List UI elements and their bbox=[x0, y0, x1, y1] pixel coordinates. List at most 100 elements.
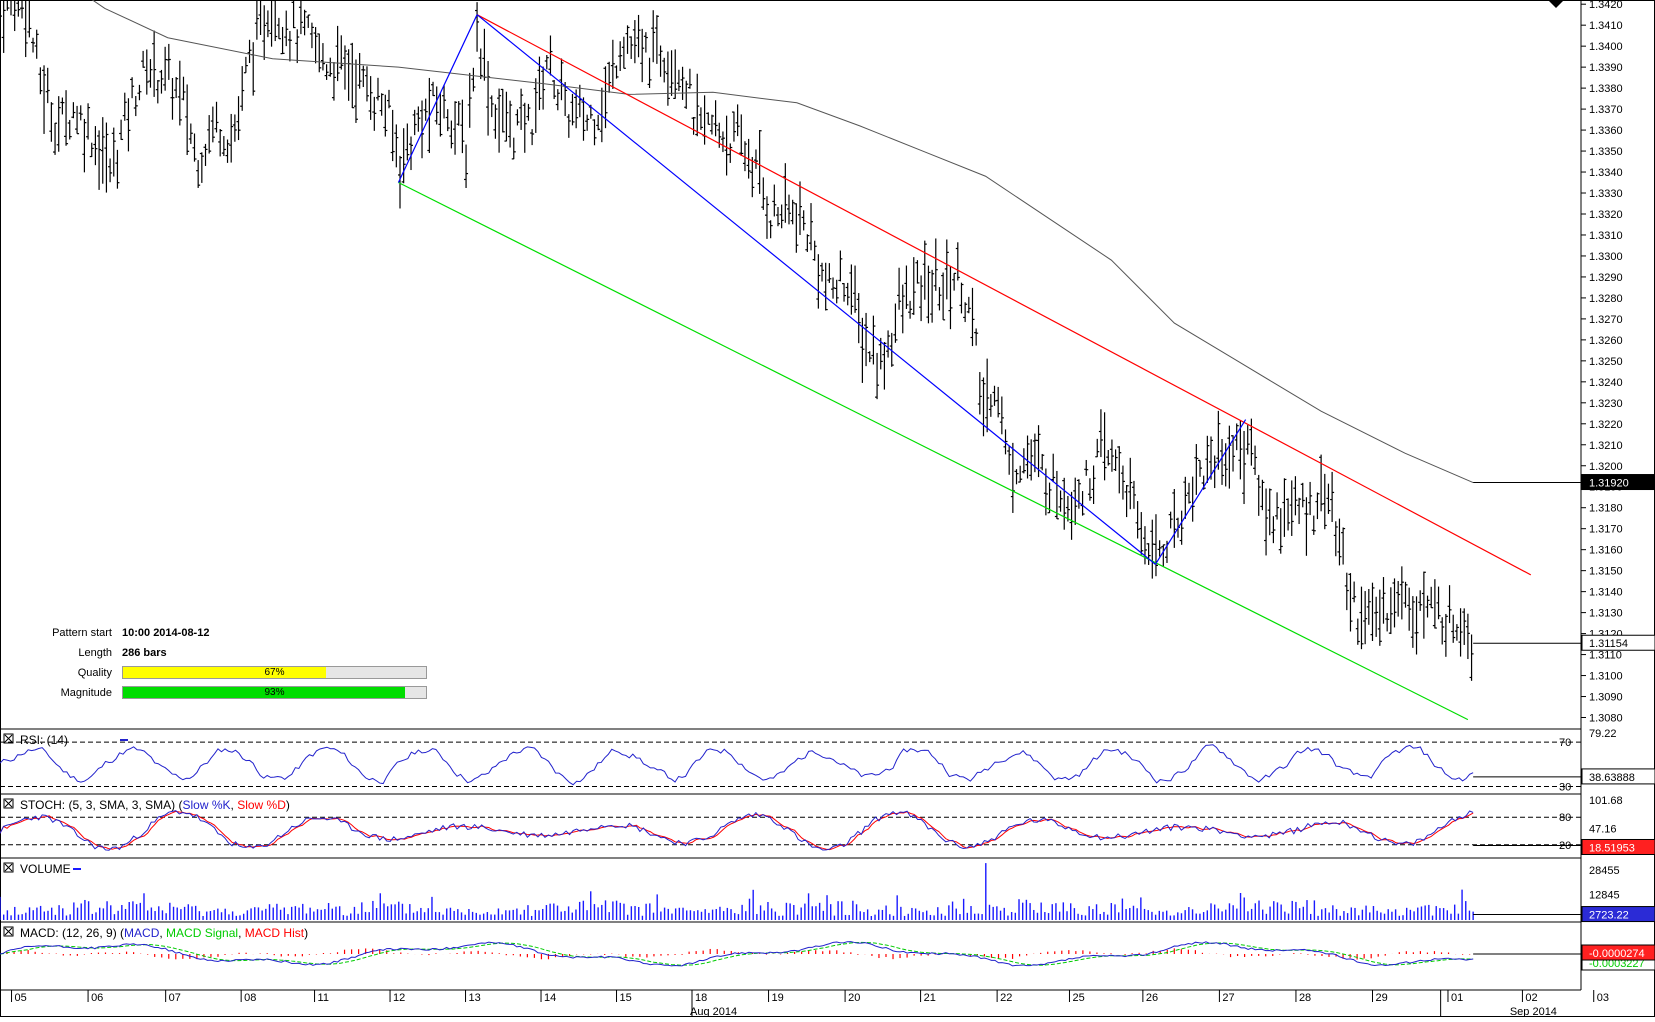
ohlc-bar bbox=[555, 89, 560, 111]
ohlc-bar bbox=[350, 42, 355, 109]
ohlc-bar bbox=[684, 80, 689, 109]
stoch-value-box: 18.51953 bbox=[1581, 838, 1655, 855]
ohlc-bar bbox=[298, 0, 303, 35]
ohlc-bar bbox=[640, 28, 645, 83]
ohlc-bar bbox=[100, 117, 105, 184]
ohlc-bar bbox=[1146, 543, 1151, 565]
rsi-value-bg bbox=[1581, 768, 1655, 785]
ohlc-bar bbox=[1124, 484, 1129, 518]
ohlc-bar bbox=[1443, 613, 1448, 657]
ohlc-bar bbox=[1289, 480, 1294, 536]
date-tick-label: 26 bbox=[1146, 992, 1158, 1004]
ohlc-bar bbox=[405, 123, 410, 161]
ohlc-bar bbox=[111, 127, 116, 177]
pattern-trend-line bbox=[1154, 419, 1247, 565]
macd-label-macd: MACD bbox=[124, 926, 160, 940]
ohlc-bar bbox=[243, 56, 248, 74]
ohlc-bar bbox=[1003, 429, 1008, 455]
ohlc-bar bbox=[801, 210, 806, 231]
ohlc-bar bbox=[1377, 589, 1382, 646]
ohlc-bar bbox=[610, 39, 615, 89]
stoch-top-label: 101.68 bbox=[1589, 795, 1623, 807]
price-tick-label: 1.3410 bbox=[1589, 20, 1623, 32]
ohlc-bar bbox=[977, 372, 982, 415]
ohlc-bar bbox=[1084, 459, 1089, 476]
ohlc-bar bbox=[709, 114, 714, 135]
ohlc-bar bbox=[577, 84, 582, 118]
ohlc-bar bbox=[1304, 497, 1309, 556]
ohlc-bar bbox=[320, 43, 325, 71]
ma-value-box-text: 1.31920 bbox=[1589, 478, 1629, 490]
rsi-level-label: 70 bbox=[1559, 737, 1571, 749]
ohlc-bar bbox=[1363, 591, 1368, 645]
ohlc-bar bbox=[603, 66, 608, 129]
ohlc-bar bbox=[416, 106, 421, 132]
ohlc-bar bbox=[1135, 501, 1140, 539]
ohlc-bar bbox=[654, 15, 659, 64]
rsi-panel: RSI: (14) 70 30 79.22 38.63888 bbox=[0, 728, 1655, 793]
ohlc-bar bbox=[636, 14, 641, 58]
ohlc-bar bbox=[926, 265, 931, 324]
price-tick-label: 1.3220 bbox=[1589, 419, 1623, 431]
ohlc-bar bbox=[618, 41, 623, 72]
ohlc-bar bbox=[148, 59, 153, 88]
ohlc-bar bbox=[1458, 608, 1463, 657]
ohlc-bar bbox=[1388, 587, 1393, 635]
ohlc-bar bbox=[860, 317, 865, 383]
ohlc-bar bbox=[130, 77, 135, 99]
price-tick-label: 1.3130 bbox=[1589, 608, 1623, 620]
ohlc-bar bbox=[1370, 582, 1375, 641]
macd-histogram bbox=[6, 948, 1471, 960]
ohlc-bar bbox=[486, 60, 491, 136]
ohlc-bar bbox=[1194, 444, 1199, 495]
ohlc-bar bbox=[783, 163, 788, 223]
ohlc-bar bbox=[1080, 491, 1085, 516]
pattern-length-label: Length bbox=[78, 647, 112, 659]
ohlc-bar bbox=[453, 101, 458, 155]
ohlc-bar bbox=[229, 113, 234, 163]
ohlc-bar bbox=[104, 122, 109, 193]
volume-value-bg bbox=[1581, 906, 1655, 923]
ohlc-bar bbox=[897, 267, 902, 310]
ohlc-bar bbox=[643, 32, 648, 53]
close-icon-cross bbox=[4, 799, 13, 808]
ohlc-bar bbox=[163, 46, 168, 91]
ohlc-bar bbox=[1271, 516, 1276, 544]
ohlc-bar bbox=[805, 234, 810, 252]
date-tick-label: 13 bbox=[469, 992, 481, 1004]
ohlc-bar bbox=[1348, 573, 1353, 632]
price-tick-label: 1.3350 bbox=[1589, 146, 1623, 158]
ohlc-bar bbox=[864, 312, 869, 367]
ohlc-bar bbox=[122, 92, 127, 121]
stoch-k-line bbox=[0, 810, 1474, 851]
ohlc-bar bbox=[442, 84, 447, 119]
ohlc-bar bbox=[86, 103, 91, 140]
macd-label-prefix: MACD: (12, 26, 9) ( bbox=[20, 926, 124, 940]
ohlc-bar bbox=[842, 283, 847, 302]
ohlc-bar bbox=[1025, 435, 1030, 479]
ohlc-bar bbox=[390, 109, 395, 162]
ohlc-bar bbox=[1326, 483, 1331, 514]
ohlc-bar bbox=[1286, 498, 1291, 531]
ohlc-bar bbox=[262, 5, 267, 60]
volume-bars bbox=[0, 863, 1474, 920]
price-tick-label: 1.3300 bbox=[1589, 251, 1623, 263]
ohlc-bar bbox=[1109, 439, 1114, 472]
ohlc-bar bbox=[1432, 579, 1437, 629]
ohlc-bar bbox=[1392, 578, 1397, 628]
ohlc-bar bbox=[867, 351, 872, 363]
ohlc-bar bbox=[735, 104, 740, 137]
price-tick-label: 1.3320 bbox=[1589, 209, 1623, 221]
ohlc-bar bbox=[199, 152, 204, 183]
macd-panel: MACD: (12, 26, 9) (MACD, MACD Signal, MA… bbox=[0, 926, 1655, 971]
price-tick-label: 1.3260 bbox=[1589, 335, 1623, 347]
ohlc-bar bbox=[838, 250, 843, 282]
ohlc-bar bbox=[1234, 423, 1239, 451]
ohlc-bar bbox=[398, 155, 403, 209]
ohlc-bar bbox=[985, 358, 990, 433]
ohlc-bar bbox=[1429, 586, 1434, 609]
price-tick-label: 1.3330 bbox=[1589, 188, 1623, 200]
stoch-value-bg bbox=[1581, 838, 1655, 855]
ohlc-bar bbox=[1275, 492, 1280, 520]
